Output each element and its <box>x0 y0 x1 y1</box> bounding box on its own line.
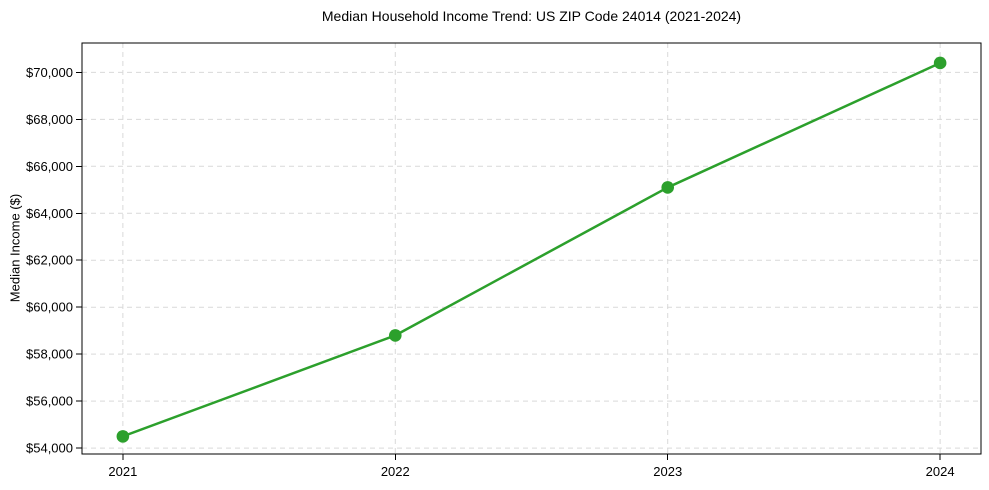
y-tick-label: $56,000 <box>26 394 73 409</box>
chart-title: Median Household Income Trend: US ZIP Co… <box>321 8 742 24</box>
data-point-2021 <box>116 430 130 443</box>
y-tick-label: $68,000 <box>26 112 73 127</box>
data-point-2022 <box>388 329 402 342</box>
x-tick-label: 2022 <box>381 464 410 479</box>
x-tick-label: 2021 <box>108 464 137 479</box>
plot-border <box>81 42 982 455</box>
x-tick-label: 2023 <box>653 464 682 479</box>
data-point-2024 <box>933 56 947 70</box>
trend-line <box>121 61 942 438</box>
y-tick-label: $70,000 <box>26 65 73 80</box>
x-tick-label: 2024 <box>926 464 955 479</box>
y-tick-label: $64,000 <box>26 206 73 221</box>
y-tick-label: $60,000 <box>26 300 73 315</box>
y-tick-label: $62,000 <box>26 253 73 268</box>
y-tick-label: $66,000 <box>26 159 73 174</box>
y-tick-label: $54,000 <box>26 441 73 456</box>
data-point-2023 <box>661 181 675 194</box>
y-tick-label: $58,000 <box>26 347 73 362</box>
